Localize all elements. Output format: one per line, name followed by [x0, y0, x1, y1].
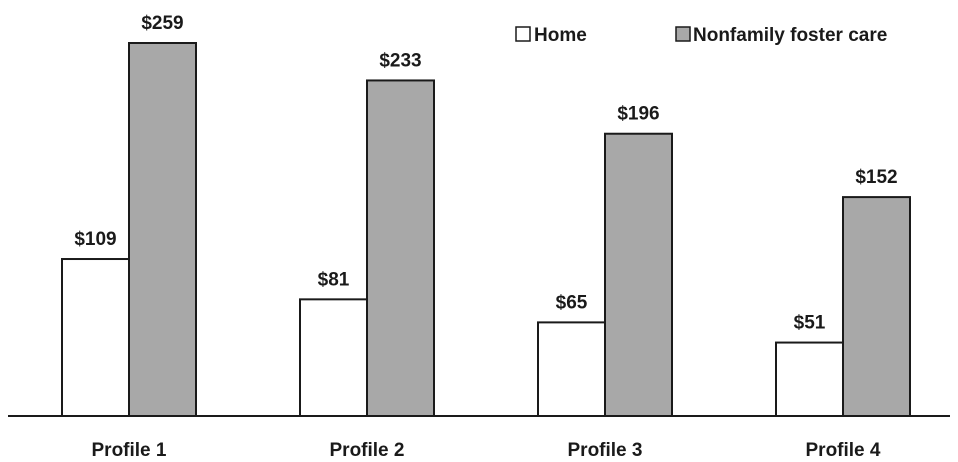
x-tick-labels-group: Profile 1 Profile 2 Profile 3 Profile 4	[92, 440, 881, 461]
x-tick-label-2: Profile 2	[330, 440, 405, 461]
value-label-home-1: $109	[74, 229, 116, 250]
value-label-home-4: $51	[794, 313, 826, 334]
bar-home-4	[775, 341, 844, 417]
x-tick-label-3: Profile 3	[568, 440, 643, 461]
bar-home-1	[61, 258, 130, 417]
value-label-nonfamily-foster-care-1: $259	[141, 13, 183, 34]
bar-home-3	[537, 321, 606, 417]
x-tick-label-4: Profile 4	[806, 440, 881, 461]
legend-swatch-nonfamily-foster-care	[675, 26, 691, 42]
value-label-nonfamily-foster-care-3: $196	[617, 104, 659, 125]
value-label-home-3: $65	[556, 292, 588, 313]
bar-home-2	[299, 298, 368, 418]
x-tick-label-1: Profile 1	[92, 440, 167, 461]
bars-group	[61, 42, 911, 418]
legend-label-nonfamily-foster-care: Nonfamily foster care	[693, 25, 887, 46]
bar-nonfamily-foster-care-3	[604, 132, 673, 417]
value-label-home-2: $81	[318, 269, 350, 290]
bar-nonfamily-foster-care-1	[128, 42, 197, 417]
value-label-nonfamily-foster-care-4: $152	[855, 167, 897, 188]
value-label-nonfamily-foster-care-2: $233	[379, 50, 421, 71]
legend-swatch-home	[515, 26, 531, 42]
value-labels-group: $109 $259 $81 $233 $65 $196 $51 $152	[74, 13, 897, 334]
bar-nonfamily-foster-care-4	[842, 196, 911, 417]
bar-nonfamily-foster-care-2	[366, 79, 435, 418]
legend: Home Nonfamily foster care	[515, 25, 887, 46]
legend-label-home: Home	[534, 25, 587, 46]
